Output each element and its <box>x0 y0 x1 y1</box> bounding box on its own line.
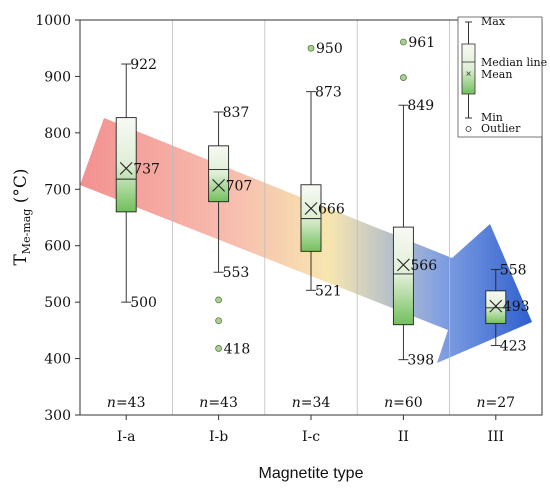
box-I-c <box>300 44 322 291</box>
label-max: 558 <box>500 262 527 278</box>
label-max: 922 <box>130 57 157 73</box>
box-II <box>392 38 414 361</box>
label-min: 500 <box>130 295 157 311</box>
box-I-b <box>208 111 230 352</box>
outlier-point <box>399 38 407 46</box>
y-axis-label-sub: Me-mag <box>20 209 33 255</box>
x-tick-label: III <box>488 429 505 445</box>
legend-mean-marker: × <box>466 69 472 80</box>
box-layer <box>115 38 507 361</box>
mean-marker <box>397 258 410 272</box>
y-axis-label: TMe-mag (°C) <box>11 168 33 265</box>
mean-marker <box>119 162 133 175</box>
label-max: 849 <box>407 98 434 114</box>
outlier-point <box>399 74 407 81</box>
label-min: 553 <box>223 265 250 281</box>
outlier-point <box>215 296 223 304</box>
legend-mean-label: Mean <box>481 68 512 81</box>
label-max: 873 <box>315 85 342 101</box>
y-tick-label: 500 <box>44 295 71 311</box>
y-tick-label: 800 <box>44 126 71 142</box>
label-mean: 737 <box>133 161 160 177</box>
y-tick-label: 1000 <box>35 13 71 29</box>
label-max: 837 <box>223 105 250 121</box>
iqr-box <box>485 290 507 325</box>
legend-outlier-label: Outlier <box>481 122 521 135</box>
label-outlier-min: 418 <box>224 341 251 357</box>
iqr-box <box>300 184 322 252</box>
label-min: 398 <box>407 353 434 369</box>
mean-marker <box>304 202 318 215</box>
sample-size-label: n=60 <box>384 395 423 411</box>
label-mean: 707 <box>226 178 253 194</box>
label-mean: 666 <box>318 201 345 217</box>
box-I-a <box>115 63 137 303</box>
plot-frame <box>79 19 543 416</box>
x-axis-label: Magnetite type <box>259 465 364 482</box>
iqr-box <box>115 117 137 213</box>
box-III <box>485 268 507 347</box>
label-outlier-max: 950 <box>316 41 343 57</box>
outlier-point <box>215 317 223 325</box>
y-tick-label: 400 <box>44 352 71 368</box>
y-tick-label: 300 <box>44 408 71 424</box>
x-tick-label: I-a <box>117 429 136 445</box>
y-axis-label-unit: (°C) <box>11 168 31 208</box>
label-mean: 493 <box>503 299 530 315</box>
mean-marker <box>212 178 225 192</box>
y-tick-label: 600 <box>44 239 71 255</box>
x-tick-label: I-c <box>302 429 320 445</box>
legend-max-label: Max <box>481 15 506 28</box>
outlier-point <box>215 345 223 352</box>
iqr-box <box>392 226 414 326</box>
grid-layer <box>75 19 497 420</box>
x-tick-label: II <box>398 429 409 445</box>
label-min: 423 <box>500 339 527 355</box>
label-outlier-max: 961 <box>408 35 435 51</box>
legend-median-label: Median line <box>481 56 547 69</box>
legend-min-label: Min <box>481 111 503 124</box>
legend-outlier-marker <box>465 126 472 132</box>
sample-size-label: n=43 <box>199 395 238 411</box>
sample-size-label: n=34 <box>292 395 331 411</box>
y-tick-label: 900 <box>44 69 71 85</box>
iqr-box <box>208 145 230 203</box>
legend: × Max Median line Mean Min Outlier <box>457 15 547 138</box>
sample-size-label: n=43 <box>107 395 146 411</box>
label-min: 521 <box>315 283 342 299</box>
sample-size-label: n=27 <box>477 395 516 411</box>
x-tick-label: I-b <box>209 429 228 445</box>
y-axis-label-main: T <box>11 254 31 266</box>
y-tick-label: 700 <box>44 182 71 198</box>
mean-marker <box>489 299 503 313</box>
outlier-point <box>307 44 315 52</box>
label-mean: 566 <box>410 258 437 274</box>
